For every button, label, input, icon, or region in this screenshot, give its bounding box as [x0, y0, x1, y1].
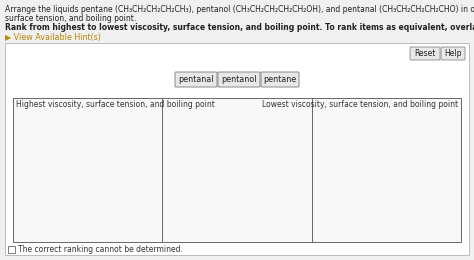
Text: ▶ View Available Hint(s): ▶ View Available Hint(s)	[5, 33, 101, 42]
Text: The correct ranking cannot be determined.: The correct ranking cannot be determined…	[18, 245, 183, 254]
Text: surface tension, and boiling point.: surface tension, and boiling point.	[5, 14, 136, 23]
Text: Lowest viscosity, surface tension, and boiling point: Lowest viscosity, surface tension, and b…	[262, 100, 458, 109]
Bar	[5, 43, 469, 255]
Bar	[8, 246, 15, 253]
Text: pentanal: pentanal	[178, 75, 214, 84]
FancyBboxPatch shape	[261, 72, 299, 87]
Text: pentane: pentane	[264, 75, 297, 84]
Text: Rank from highest to lowest viscosity, surface tension, and boiling point. To ra: Rank from highest to lowest viscosity, s…	[5, 23, 474, 32]
Text: Reset: Reset	[414, 49, 436, 58]
Text: pentanol: pentanol	[221, 75, 257, 84]
Bar	[13, 98, 461, 242]
Text: Help: Help	[444, 49, 462, 58]
FancyBboxPatch shape	[441, 47, 465, 60]
FancyBboxPatch shape	[175, 72, 217, 87]
FancyBboxPatch shape	[410, 47, 440, 60]
FancyBboxPatch shape	[218, 72, 260, 87]
Text: Highest viscosity, surface tension, and boiling point: Highest viscosity, surface tension, and …	[16, 100, 215, 109]
Text: Arrange the liquids pentane (CH₃CH₂CH₂CH₂CH₃), pentanol (CH₃CH₂CH₂CH₂CH₂OH), and: Arrange the liquids pentane (CH₃CH₂CH₂CH…	[5, 5, 474, 14]
